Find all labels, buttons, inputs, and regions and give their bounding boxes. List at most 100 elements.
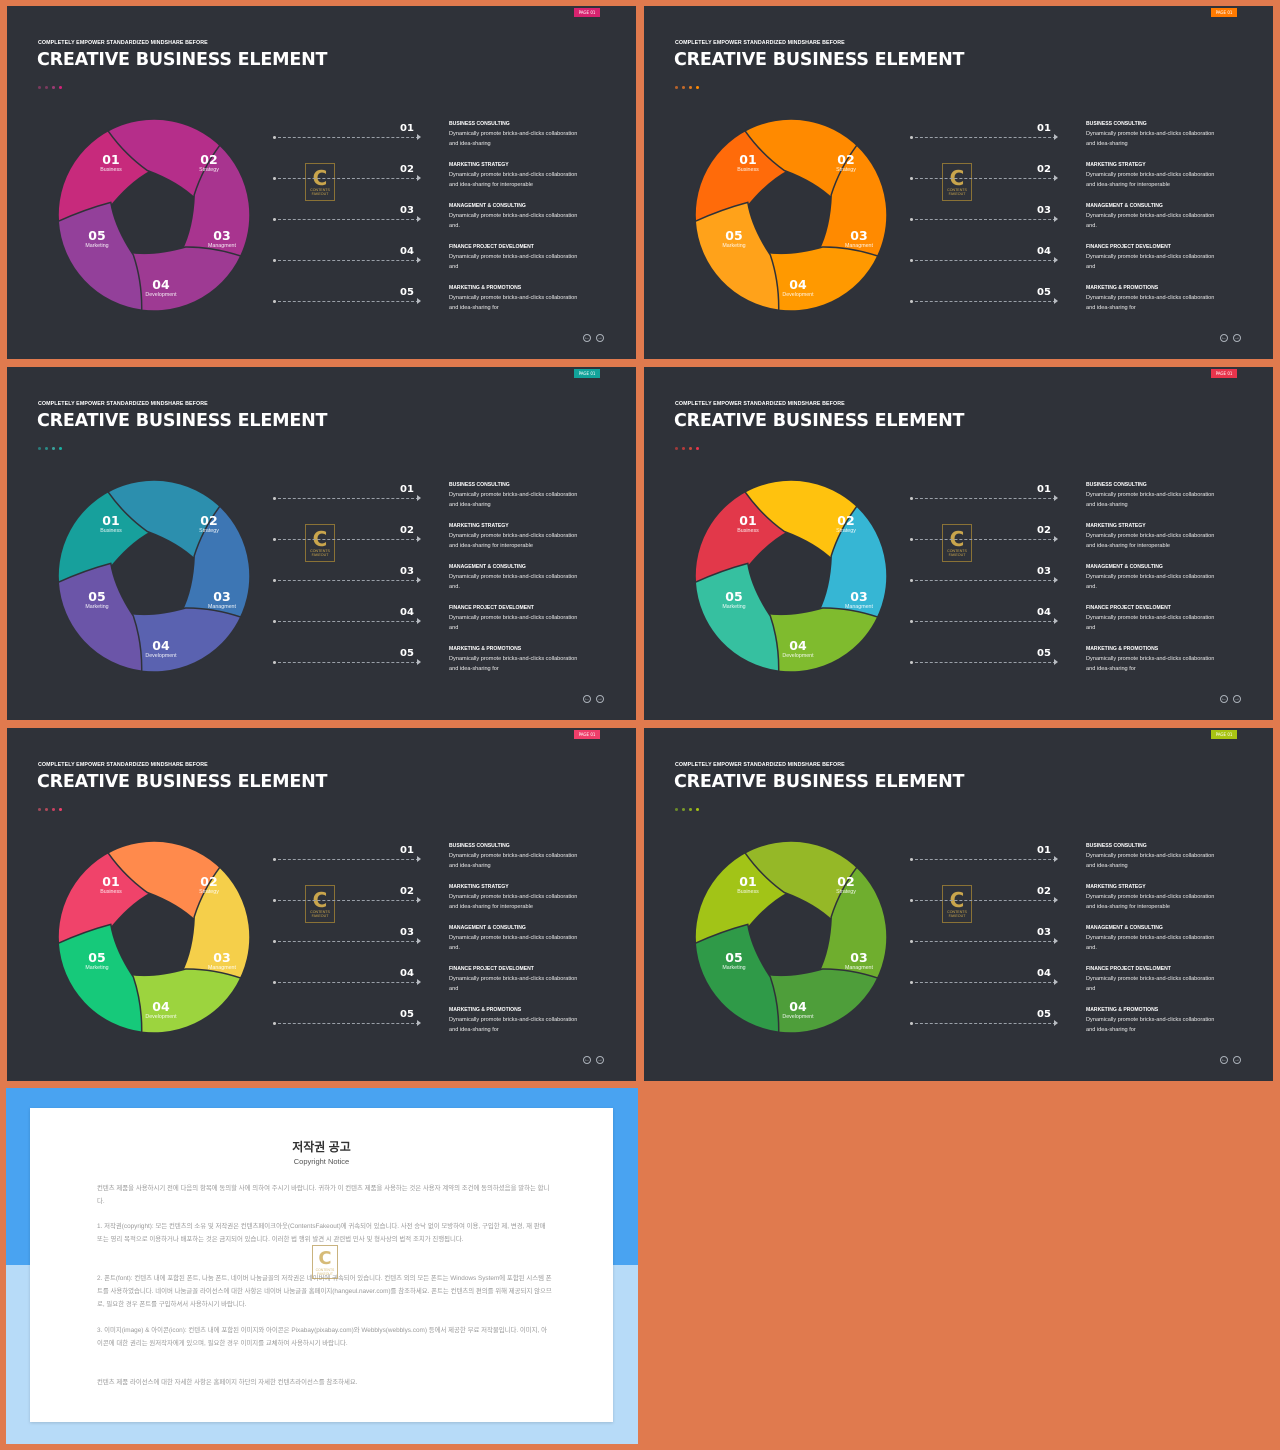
logo-text: CONTENTS FAKEOUT bbox=[947, 910, 967, 918]
prev-arrow-icon[interactable]: ← bbox=[583, 695, 591, 703]
wheel-caption: Marketing bbox=[722, 243, 746, 249]
item-description: Dynamically promote bricks-and-clicks co… bbox=[1086, 894, 1215, 900]
item-title: BUSINESS CONSULTING bbox=[1086, 843, 1147, 849]
wheel-number: 05 bbox=[725, 589, 743, 604]
item-number: 03 bbox=[1037, 566, 1051, 577]
arrow-icon bbox=[417, 257, 421, 263]
item-title: MARKETING & PROMOTIONS bbox=[1086, 285, 1159, 291]
wheel-caption: Marketing bbox=[85, 604, 109, 610]
page-tag: PAGE 01 bbox=[574, 8, 600, 17]
wheel-label: 04 Development bbox=[136, 1000, 186, 1021]
list-item: 01 BUSINESS CONSULTING Dynamically promote… bbox=[273, 121, 623, 153]
item-description: Dynamically promote bricks-and-clicks co… bbox=[449, 172, 578, 178]
dashed-connector bbox=[915, 859, 1056, 860]
wheel-caption: Marketing bbox=[85, 965, 109, 971]
wheel-number: 02 bbox=[837, 152, 855, 167]
item-description: and idea-sharing bbox=[1086, 863, 1128, 869]
item-description: Dynamically promote bricks-and-clicks co… bbox=[1086, 853, 1215, 859]
dashed-connector bbox=[278, 219, 419, 220]
indicator-dot bbox=[38, 447, 41, 450]
item-number: 04 bbox=[1037, 246, 1051, 257]
item-description: and idea-sharing for bbox=[1086, 666, 1136, 672]
prev-arrow-icon[interactable]: ← bbox=[1220, 334, 1228, 342]
wheel-caption: Business bbox=[100, 167, 122, 173]
item-description: and. bbox=[449, 584, 460, 590]
next-arrow-icon[interactable]: → bbox=[1233, 695, 1241, 703]
wheel-label: 04 Development bbox=[773, 639, 823, 660]
item-title: MARKETING & PROMOTIONS bbox=[1086, 1007, 1159, 1013]
list-item: 03 MANAGEMENT & CONSULTING Dynamically pro… bbox=[910, 203, 1260, 235]
list-item: 05 MARKETING & PROMOTIONS Dynamically prom… bbox=[273, 646, 623, 678]
prev-arrow-icon[interactable]: ← bbox=[583, 334, 591, 342]
wheel-label: 05 Marketing bbox=[709, 229, 759, 250]
item-description: Dynamically promote bricks-and-clicks co… bbox=[1086, 574, 1215, 580]
dashed-connector bbox=[278, 662, 419, 663]
item-title: MARKETING & PROMOTIONS bbox=[449, 1007, 522, 1013]
arrow-icon bbox=[1054, 577, 1058, 583]
next-arrow-icon[interactable]: → bbox=[596, 334, 604, 342]
item-description: Dynamically promote bricks-and-clicks co… bbox=[1086, 254, 1215, 260]
bullet-dot bbox=[910, 661, 913, 664]
indicator-dot bbox=[696, 447, 699, 450]
dashed-connector bbox=[278, 859, 419, 860]
next-arrow-icon[interactable]: → bbox=[1233, 1056, 1241, 1064]
prev-arrow-icon[interactable]: ← bbox=[1220, 695, 1228, 703]
wheel-caption: Strategy bbox=[836, 889, 856, 895]
wheel-caption: Strategy bbox=[836, 167, 856, 173]
wheel-caption: Managment bbox=[845, 243, 873, 249]
prev-arrow-icon[interactable]: ← bbox=[1220, 1056, 1228, 1064]
arrow-icon bbox=[1054, 298, 1058, 304]
indicator-dot bbox=[45, 808, 48, 811]
wheel-segment bbox=[694, 201, 780, 312]
slide-kicker: COMPLETELY EMPOWER STANDARDIZED MINDSHAR… bbox=[38, 762, 208, 768]
copyright-paragraph: 컨텐츠 제품을 사용하시기 전에 다음의 항목에 동의할 사에 의하여 주시기 … bbox=[97, 1185, 550, 1205]
arrow-icon bbox=[1054, 257, 1058, 263]
next-arrow-icon[interactable]: → bbox=[596, 1056, 604, 1064]
contents-logo: C CONTENTS FAKEOUT bbox=[312, 1245, 338, 1279]
bullet-dot bbox=[273, 259, 276, 262]
indicator-dot bbox=[682, 808, 685, 811]
list-item: 02 MARKETING STRATEGY Dynamically promote … bbox=[910, 523, 1260, 555]
dashed-connector bbox=[278, 941, 419, 942]
wheel-label: 04 Development bbox=[136, 639, 186, 660]
wheel-number: 01 bbox=[102, 513, 120, 528]
dashed-connector bbox=[278, 137, 419, 138]
wheel-caption: Development bbox=[782, 292, 814, 298]
item-title: MARKETING STRATEGY bbox=[449, 162, 509, 168]
wheel-number: 01 bbox=[739, 152, 757, 167]
wheel-number: 03 bbox=[850, 589, 868, 604]
arrow-icon bbox=[1054, 659, 1058, 665]
next-arrow-icon[interactable]: → bbox=[596, 695, 604, 703]
wheel-segment bbox=[694, 923, 780, 1034]
prev-arrow-icon[interactable]: ← bbox=[583, 1056, 591, 1064]
arrow-icon bbox=[1054, 979, 1058, 985]
wheel-number: 04 bbox=[152, 638, 170, 653]
slide-kicker: COMPLETELY EMPOWER STANDARDIZED MINDSHAR… bbox=[38, 401, 208, 407]
wheel-caption: Marketing bbox=[85, 243, 109, 249]
item-number: 01 bbox=[1037, 123, 1051, 134]
item-description: Dynamically promote bricks-and-clicks co… bbox=[1086, 615, 1215, 621]
indicator-dots bbox=[675, 86, 699, 90]
bullet-dot bbox=[273, 177, 276, 180]
wheel-number: 05 bbox=[88, 228, 106, 243]
item-title: MANAGEMENT & CONSULTING bbox=[449, 203, 526, 209]
item-description: Dynamically promote bricks-and-clicks co… bbox=[449, 295, 578, 301]
wheel-caption: Development bbox=[782, 1014, 814, 1020]
page-tag: PAGE 01 bbox=[574, 369, 600, 378]
item-title: MARKETING STRATEGY bbox=[449, 884, 509, 890]
bullet-dot bbox=[273, 661, 276, 664]
copyright-paragraph: 3. 이미지(image) & 아이콘(icon): 컨텐츠 내에 포함된 이미… bbox=[97, 1327, 547, 1347]
item-description: Dynamically promote bricks-and-clicks co… bbox=[449, 656, 578, 662]
arrow-icon bbox=[417, 979, 421, 985]
bullet-dot bbox=[910, 218, 913, 221]
slide-title: CREATIVE BUSINESS ELEMENT bbox=[37, 411, 328, 431]
next-arrow-icon[interactable]: → bbox=[1233, 334, 1241, 342]
item-number: 01 bbox=[1037, 484, 1051, 495]
dashed-connector bbox=[915, 982, 1056, 983]
item-description: Dynamically promote bricks-and-clicks co… bbox=[449, 213, 578, 219]
dashed-connector bbox=[278, 260, 419, 261]
arrow-icon bbox=[1054, 134, 1058, 140]
wheel-number: 01 bbox=[102, 874, 120, 889]
indicator-dots bbox=[38, 808, 62, 812]
bullet-dot bbox=[273, 981, 276, 984]
